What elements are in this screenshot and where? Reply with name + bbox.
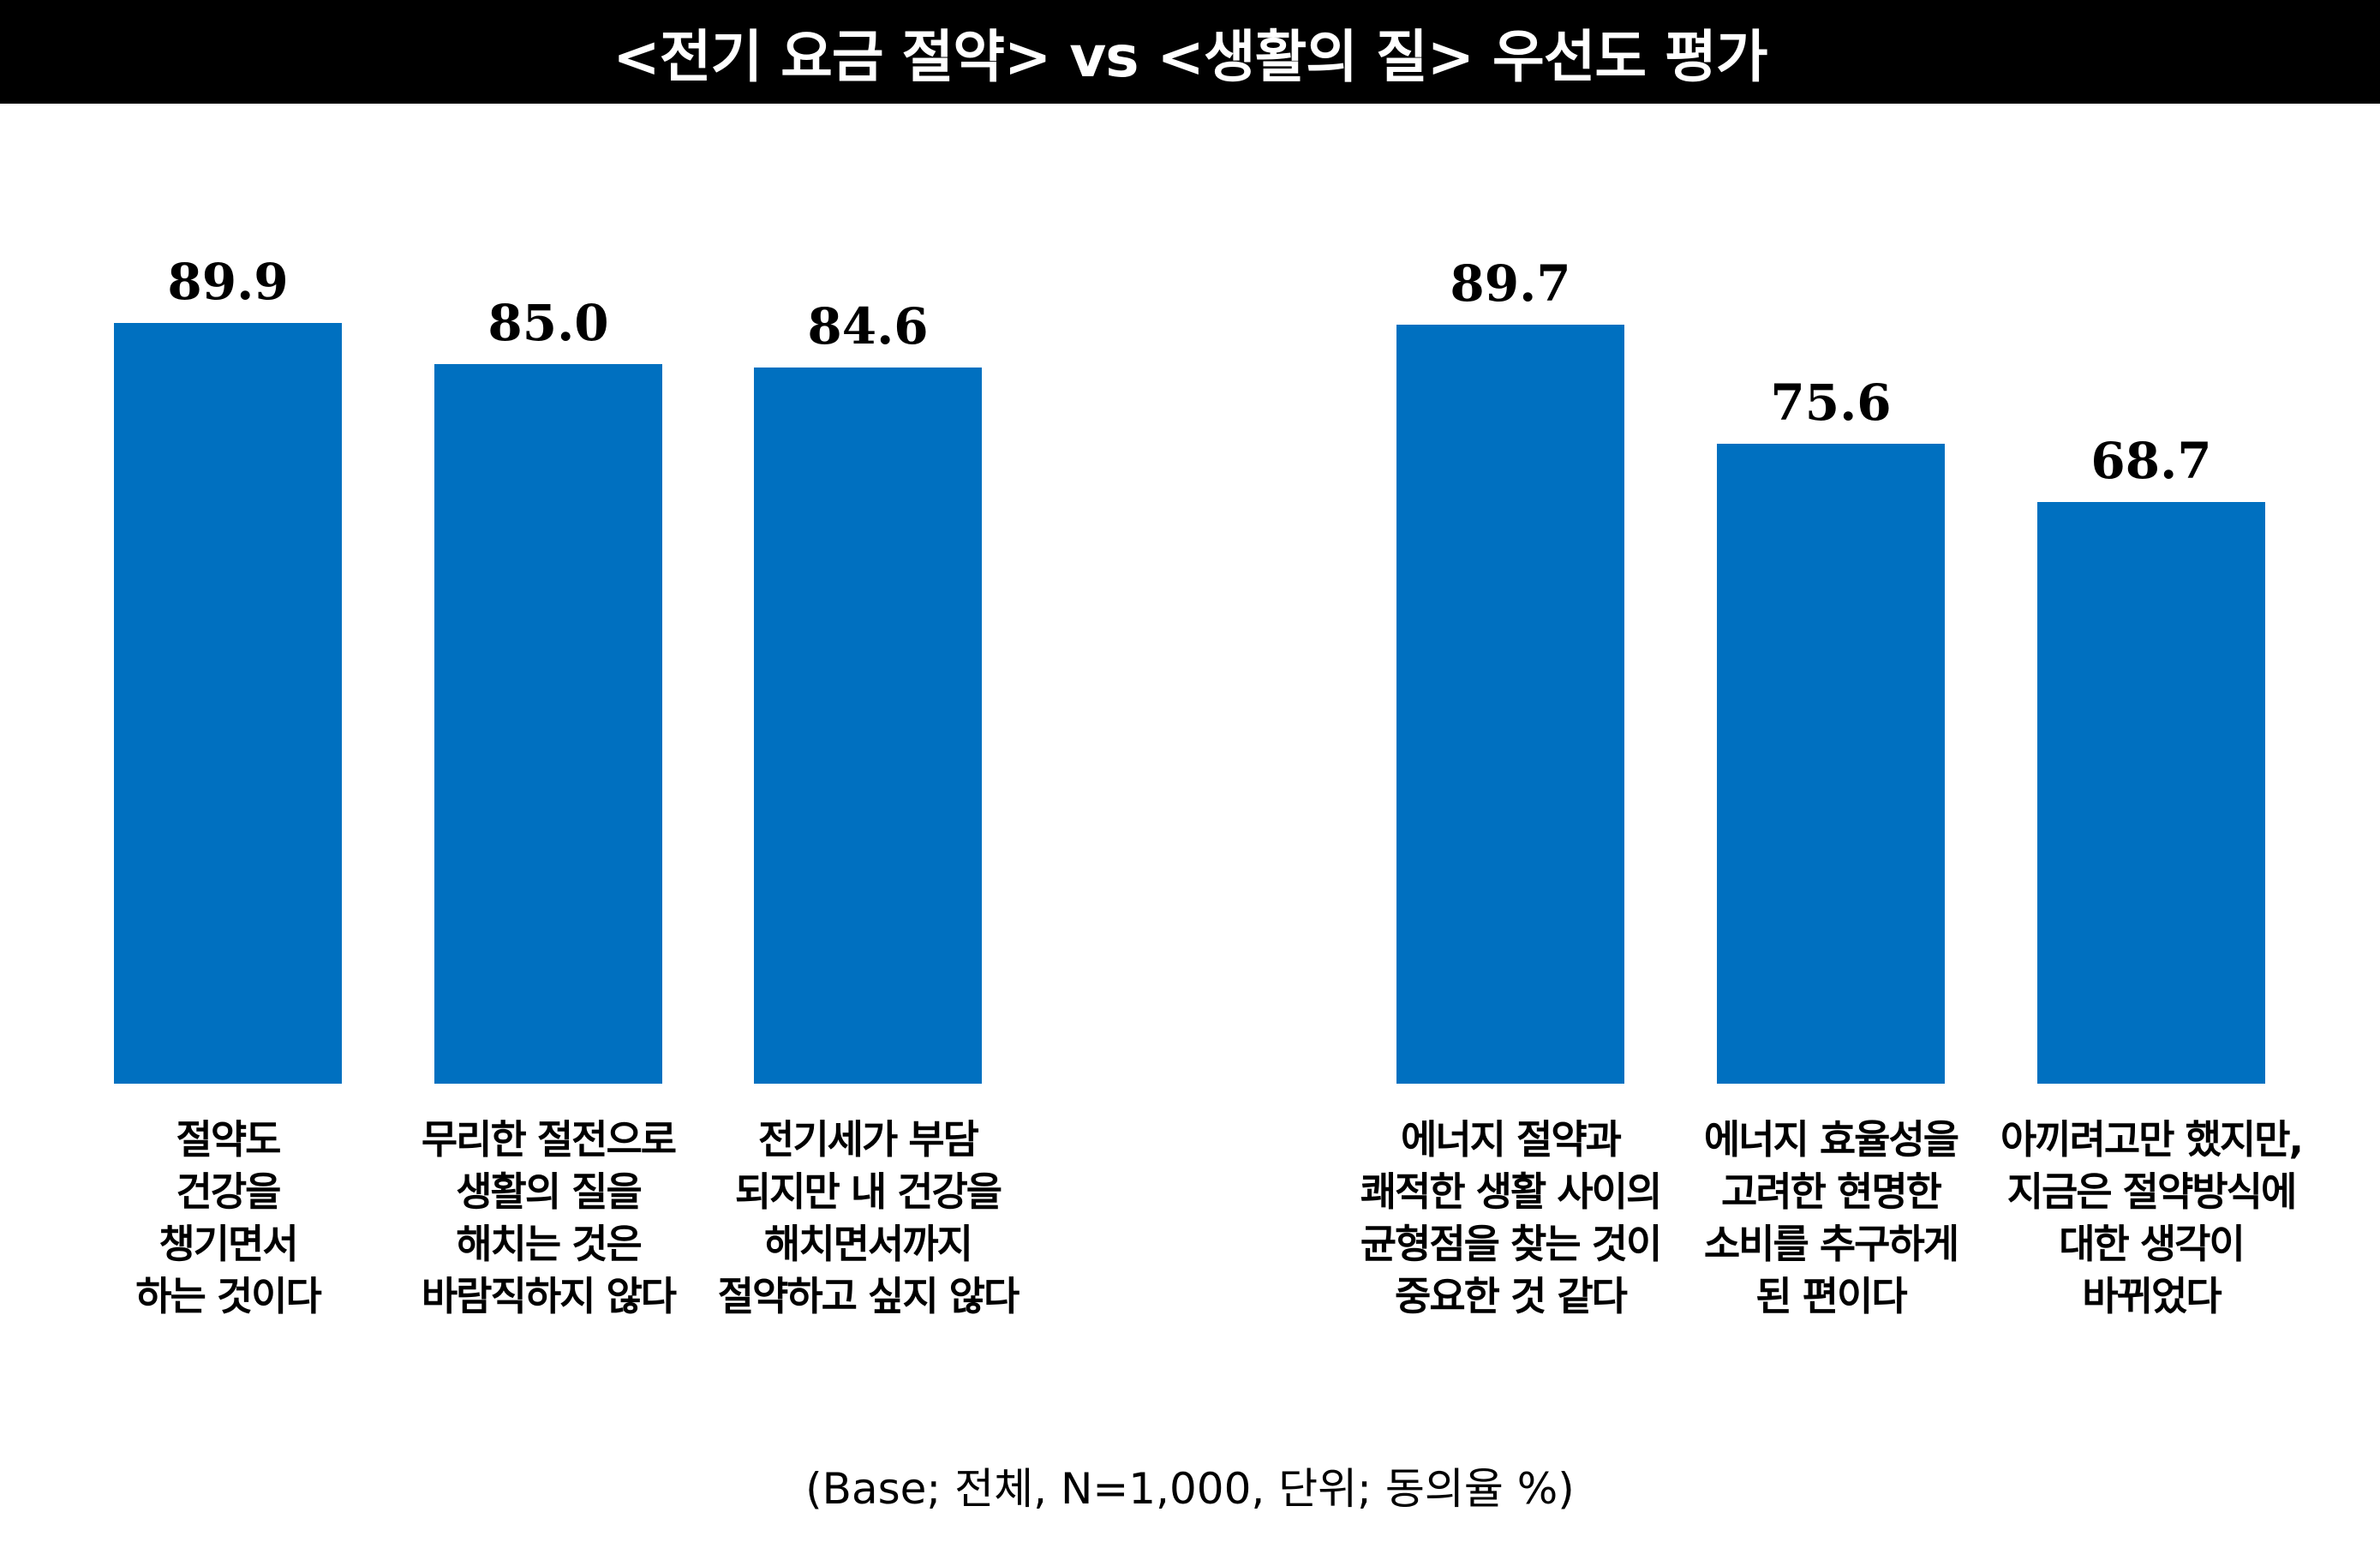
category-label-line: 해치면서까지 (764, 1221, 973, 1267)
bar (434, 364, 662, 1084)
category-label-line: 무리한 절전으로 (421, 1116, 677, 1163)
category-label-line: 바뀌었다 (2082, 1273, 2222, 1319)
category-label-line: 중요한 것 같다 (1395, 1273, 1628, 1319)
category-label-line: 하는 것이다 (135, 1273, 322, 1319)
category-label-line: 바람직하지 않다 (421, 1273, 677, 1319)
category-label-line: 된 편이다 (1755, 1273, 1907, 1319)
category-label-line: 에너지 효율성을 (1703, 1116, 1959, 1163)
category-label-line: 균형점을 찾는 것이 (1360, 1221, 1663, 1267)
category-label-line: 쾌적한 생활 사이의 (1360, 1169, 1663, 1215)
data-label: 85.0 (487, 294, 609, 353)
data-label: 84.6 (807, 297, 929, 356)
data-label: 89.7 (1450, 254, 1571, 313)
bar (114, 323, 342, 1084)
chart-title: <전기 요금 절약> vs <생활의 질> 우선도 평가 (0, 0, 2380, 104)
category-label-line: 에너지 절약과 (1401, 1116, 1622, 1163)
bar (754, 368, 982, 1084)
category-label-line: 생활의 질을 (456, 1169, 643, 1215)
category-label-line: 절약하고 싶지 않다 (717, 1273, 1020, 1319)
category-label-line: 절약도 (176, 1116, 282, 1163)
category-label-line: 건강을 (176, 1169, 282, 1215)
category-label-line: 해치는 것은 (456, 1221, 643, 1267)
data-label: 68.7 (2090, 432, 2212, 491)
category-label-line: 고려한 현명한 (1721, 1169, 1942, 1215)
bar (1717, 444, 1945, 1084)
category-label-line: 지금은 절약방식에 (2006, 1169, 2298, 1215)
category-label-line: 되지만 내 건강을 (734, 1169, 1002, 1215)
data-label: 89.9 (167, 253, 289, 311)
category-label-line: 아끼려고만 했지만, (2000, 1116, 2304, 1163)
category-label-line: 소비를 추구하게 (1703, 1221, 1959, 1267)
bar (1396, 324, 1624, 1084)
category-label-line: 전기세가 부담 (758, 1116, 979, 1163)
category-label-line: 대한 생각이 (2059, 1221, 2245, 1267)
data-label: 75.6 (1770, 374, 1892, 433)
bar (2037, 502, 2265, 1084)
category-label-line: 챙기면서 (158, 1221, 298, 1267)
base-note: (Base; 전체, N=1,000, 단위; 동의율 %) (805, 1464, 1575, 1514)
